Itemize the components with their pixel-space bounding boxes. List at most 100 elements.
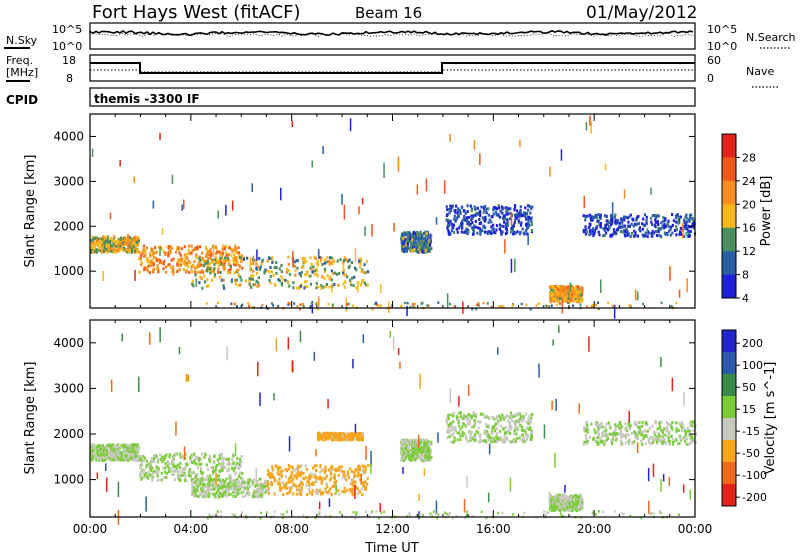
velocity-cell bbox=[155, 465, 158, 469]
power-cell bbox=[685, 213, 688, 217]
power-cell bbox=[514, 204, 517, 207]
velocity-cell bbox=[205, 485, 208, 489]
velocity-cell bbox=[109, 450, 112, 454]
velocity-cell bbox=[526, 434, 529, 438]
velocity-cell bbox=[296, 488, 299, 492]
power-cell bbox=[651, 234, 654, 238]
power-streak bbox=[430, 233, 432, 242]
power-cell bbox=[492, 223, 495, 227]
velocity-cell bbox=[512, 432, 516, 436]
power-cell bbox=[136, 235, 139, 239]
power-cell bbox=[666, 233, 669, 237]
power-cell bbox=[93, 246, 96, 250]
noise-tick-low-left: 10^0 bbox=[52, 40, 82, 53]
power-cell bbox=[691, 223, 694, 227]
power-cell bbox=[489, 232, 492, 235]
power-cell bbox=[366, 283, 369, 287]
velocity-cell bbox=[217, 488, 220, 492]
power-cell bbox=[196, 245, 199, 249]
power-cell bbox=[302, 265, 305, 269]
power-cell bbox=[506, 220, 509, 224]
power-cell bbox=[215, 258, 218, 261]
power-cell bbox=[333, 271, 337, 275]
power-cell bbox=[505, 227, 508, 231]
velocity-cell bbox=[230, 482, 234, 486]
power-cell bbox=[461, 226, 464, 230]
velocity-cell bbox=[357, 438, 360, 442]
velocity-cell bbox=[400, 447, 403, 451]
power-cell bbox=[312, 265, 315, 269]
velocity-cell bbox=[350, 469, 353, 473]
velocity-cell bbox=[405, 444, 408, 448]
power-cell bbox=[129, 246, 132, 250]
power-low-cell bbox=[277, 304, 280, 308]
power-cell bbox=[333, 283, 336, 286]
power-cell bbox=[251, 262, 254, 265]
power-cell bbox=[294, 273, 297, 277]
power-cell bbox=[99, 244, 102, 248]
velocity-cell bbox=[195, 494, 198, 498]
velocity-cell bbox=[209, 457, 212, 461]
power-low-cell bbox=[568, 301, 571, 305]
velocity-cell bbox=[490, 440, 493, 444]
velocity-cell bbox=[208, 474, 211, 478]
velocity-cell bbox=[359, 435, 362, 438]
power-cell bbox=[575, 285, 578, 289]
velocity-cell bbox=[300, 488, 304, 491]
power-cell bbox=[113, 250, 116, 254]
velocity-cell bbox=[276, 465, 279, 469]
velocity-cell bbox=[452, 414, 455, 418]
power-cell bbox=[280, 264, 283, 267]
velocity-cell bbox=[196, 489, 199, 493]
velocity-cell bbox=[98, 444, 101, 448]
power-cell bbox=[479, 212, 482, 216]
power-cell bbox=[180, 257, 183, 261]
velocity-cell bbox=[448, 435, 451, 439]
velocity-cell bbox=[273, 476, 276, 480]
power-cell bbox=[406, 242, 409, 246]
velocity-cell bbox=[484, 431, 487, 435]
power-cell bbox=[361, 279, 364, 283]
velocity-cell bbox=[203, 477, 206, 481]
velocity-cell bbox=[329, 435, 332, 439]
cpid-value: themis -3300 IF bbox=[94, 92, 200, 106]
power-streak bbox=[134, 269, 136, 281]
power-cell bbox=[184, 262, 187, 266]
velocity-cell bbox=[461, 434, 464, 438]
power-cell bbox=[401, 240, 404, 244]
power-cell bbox=[461, 222, 464, 226]
velocity-cell bbox=[218, 495, 221, 499]
power-cell bbox=[509, 207, 512, 211]
power-cell bbox=[611, 233, 614, 237]
power-cell bbox=[685, 220, 689, 224]
velocity-cell bbox=[251, 480, 254, 484]
velocity-cell bbox=[422, 457, 425, 461]
power-cell bbox=[347, 259, 350, 263]
velocity-cell bbox=[122, 446, 125, 450]
power-cell bbox=[95, 250, 98, 254]
velocity-cell bbox=[224, 465, 227, 469]
power-cell bbox=[598, 233, 601, 237]
velocity-cell bbox=[449, 413, 452, 417]
velocity-cell bbox=[522, 429, 525, 433]
velocity-cell bbox=[206, 482, 209, 486]
power-cell bbox=[669, 233, 672, 237]
velocity-cell bbox=[97, 456, 100, 459]
velocity-cell bbox=[356, 487, 359, 490]
velocity-cell bbox=[157, 469, 160, 473]
velocity-cell bbox=[528, 414, 531, 418]
velocity-cell bbox=[520, 438, 523, 442]
power-cell bbox=[557, 297, 560, 301]
power-cell bbox=[222, 265, 225, 269]
power-cell bbox=[624, 215, 628, 219]
power-cell bbox=[298, 272, 301, 276]
velocity-cell bbox=[95, 455, 98, 459]
velocity-cell bbox=[270, 472, 273, 476]
velocity-cell bbox=[225, 477, 228, 481]
power-cell bbox=[101, 249, 104, 253]
velocity-cell bbox=[474, 415, 477, 419]
velocity-cell bbox=[229, 479, 232, 483]
velocity-cell bbox=[189, 474, 192, 478]
power-cell bbox=[109, 237, 113, 240]
power-cell bbox=[654, 218, 657, 222]
